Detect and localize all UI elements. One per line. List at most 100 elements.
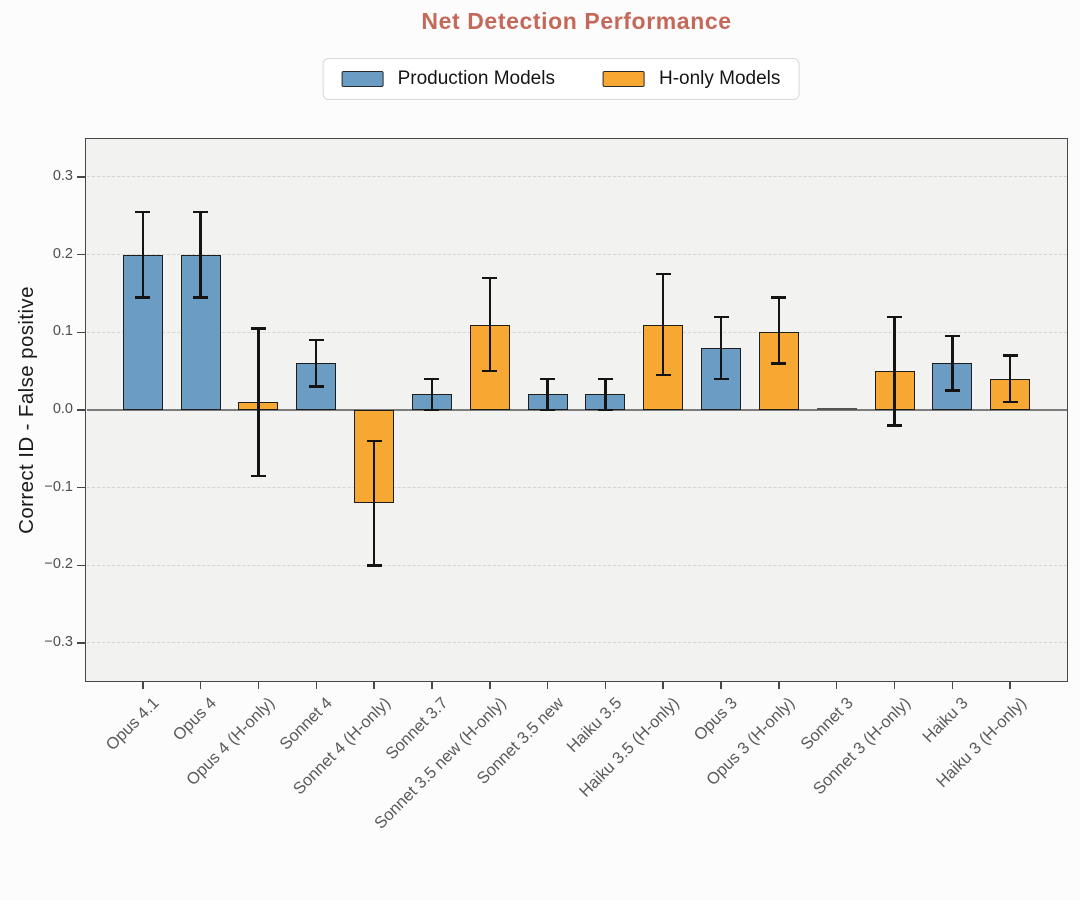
error-bar-cap-top [887, 315, 903, 318]
error-bar-opus-4-1 [141, 211, 144, 298]
x-tick-label-haiku-3-5-h-only: Haiku 3.5 (H-only) [576, 694, 683, 801]
gridline [86, 564, 1067, 566]
error-bar-sonnet-4-h-only [372, 441, 376, 566]
y-axis-tick [77, 409, 85, 411]
zero-gridline [86, 409, 1067, 411]
legend-item-production-models: Production Models [341, 68, 555, 90]
error-bar-cap-bottom [308, 385, 324, 388]
error-bar-sonnet-3-h-only [893, 316, 896, 426]
error-bar-opus-3 [719, 316, 723, 379]
legend-label: Production Models [397, 68, 555, 89]
x-axis-tick [315, 682, 318, 689]
error-bar-cap-bottom [1002, 401, 1018, 404]
h-only-models-color-swatch [602, 71, 645, 87]
x-axis-tick [489, 682, 491, 689]
x-axis-tick [720, 682, 722, 689]
error-bar-sonnet-3-5-new [546, 378, 549, 410]
x-axis-tick [1009, 682, 1011, 689]
y-tick-label: −0.1 [44, 478, 73, 495]
production-models-color-swatch [341, 71, 384, 87]
y-tick-label: −0.2 [44, 556, 73, 573]
error-bar-cap-top [771, 296, 787, 299]
y-axis-tick [77, 176, 85, 178]
error-bar-cap-top [655, 272, 671, 276]
x-axis-tick [142, 682, 144, 689]
error-bar-cap-bottom [713, 377, 729, 381]
bar-sonnet-3 [816, 408, 857, 410]
y-axis-tick [77, 331, 85, 334]
error-bar-haiku-3-h-only [1008, 355, 1012, 403]
error-bar-cap-bottom [424, 408, 440, 412]
gridline [86, 487, 1067, 489]
error-bar-cap-top [250, 327, 266, 330]
x-tick-label-sonnet-3-h-only: Sonnet 3 (H-only) [810, 694, 915, 799]
gridline [86, 642, 1067, 644]
gridline [86, 331, 1067, 333]
x-tick-label-sonnet-3: Sonnet 3 [797, 694, 857, 754]
error-bar-cap-top [193, 210, 209, 214]
error-bar-sonnet-4 [315, 340, 318, 387]
x-axis-tick [546, 682, 549, 689]
error-bar-cap-bottom [944, 389, 960, 392]
error-bar-cap-bottom [366, 564, 382, 567]
error-bar-cap-bottom [655, 373, 671, 377]
gridline [86, 253, 1067, 255]
x-tick-label-opus-4-1: Opus 4.1 [102, 694, 163, 755]
error-bar-cap-top [713, 315, 729, 318]
error-bar-opus-4-h-only [257, 328, 260, 477]
x-axis-tick [893, 682, 896, 689]
x-tick-label-sonnet-4: Sonnet 4 [276, 694, 337, 754]
x-axis-tick [951, 682, 954, 689]
error-bar-haiku-3-5-h-only [662, 274, 665, 376]
y-axis-tick [77, 564, 85, 567]
x-axis-tick [604, 682, 607, 689]
x-axis-tick [778, 682, 780, 689]
error-bar-cap-top [944, 334, 960, 338]
error-bar-cap-bottom [250, 474, 266, 478]
y-tick-label: 0.2 [52, 245, 73, 262]
x-tick-label-opus-4: Opus 4 [170, 694, 221, 745]
error-bar-cap-top [1002, 354, 1018, 357]
error-bar-cap-bottom [597, 408, 613, 412]
error-bar-cap-top [424, 377, 440, 381]
x-axis-tick [257, 682, 260, 689]
y-tick-label: −0.3 [44, 634, 73, 651]
error-bar-opus-4 [199, 211, 202, 298]
error-bar-cap-top [540, 377, 556, 381]
error-bar-sonnet-3-5-new-h-only [488, 277, 491, 372]
error-bar-cap-top [482, 276, 498, 280]
error-bar-sonnet-3-7 [430, 378, 434, 410]
error-bar-haiku-3-5 [604, 378, 607, 410]
y-tick-label: 0.0 [52, 401, 73, 417]
y-axis-tick [77, 642, 85, 644]
error-bar-cap-bottom [482, 369, 498, 373]
error-bar-cap-top [135, 210, 151, 214]
legend: Production Models H-only Models [322, 58, 800, 100]
error-bar-cap-bottom [540, 408, 556, 412]
chart-title: Net Detection Performance [421, 8, 732, 34]
error-bar-cap-bottom [135, 296, 151, 299]
x-axis-tick [431, 682, 433, 689]
x-tick-label-haiku-3: Haiku 3 [919, 694, 973, 747]
error-bar-cap-bottom [771, 362, 787, 365]
x-axis-tick [835, 682, 838, 689]
error-bar-cap-bottom [193, 296, 209, 299]
y-axis-tick [77, 486, 85, 489]
y-tick-label: 0.3 [52, 167, 73, 184]
legend-item-h-only-models: H-only Models [602, 68, 781, 90]
legend-label: H-only Models [658, 68, 781, 89]
x-axis-tick [373, 682, 375, 689]
error-bar-cap-bottom [887, 424, 903, 427]
error-bar-cap-top [308, 338, 324, 342]
y-tick-label: 0.1 [52, 323, 73, 340]
x-axis-tick [662, 682, 664, 689]
error-bar-cap-top [597, 377, 613, 381]
error-bar-opus-3-h-only [777, 297, 781, 364]
x-axis-tick [199, 682, 202, 689]
error-bar-cap-top [366, 439, 382, 443]
x-tick-label-opus-3: Opus 3 [690, 694, 741, 745]
error-bar-haiku-3 [951, 336, 954, 391]
gridline [86, 176, 1067, 178]
y-axis-tick [77, 253, 85, 256]
